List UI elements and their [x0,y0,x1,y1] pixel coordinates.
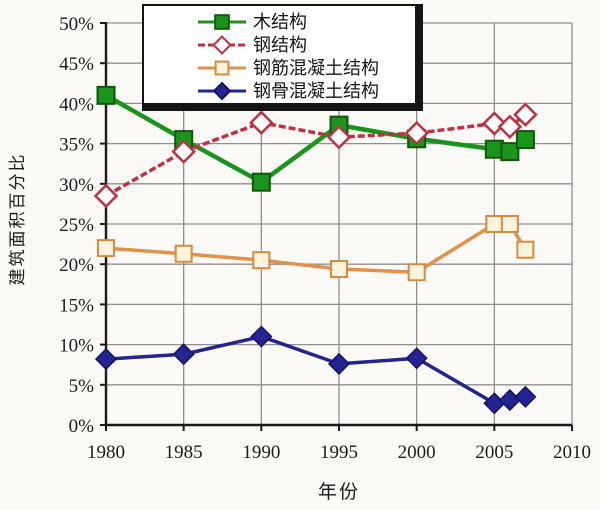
y-tick-label: 45% [59,54,94,75]
y-tick-label: 10% [59,336,94,357]
steel-reinforced-concrete-series-marker-icon [198,81,246,100]
series-steel [93,102,538,209]
x-tick-label: 1980 [87,442,125,463]
x-tick-label: 1985 [165,442,203,463]
legend-label-steel-reinforced-concrete: 钢骨混凝土结构 [253,80,379,101]
y-tick-label: 25% [59,215,94,236]
y-tick-label: 20% [59,255,94,276]
x-tick-label: 2000 [398,442,436,463]
legend-item-steel: 钢结构 [196,33,415,56]
legend-item-steel-reinforced-concrete: 钢骨混凝土结构 [196,79,415,102]
y-tick-label: 35% [59,135,94,156]
y-tick-label: 30% [59,175,94,196]
legend-label-steel: 钢结构 [253,34,307,55]
legend-label-reinforced-concrete: 钢筋混凝土结构 [253,57,379,78]
legend-label-wood: 木结构 [253,11,307,32]
series-reinforced-concrete [97,215,535,282]
legend-item-reinforced-concrete: 钢筋混凝土结构 [196,56,415,79]
axes: 0% 5% 10% 15% 20% 25% 30% 35% 40% 45% 50% 1980 1985 1… [59,14,591,463]
x-tick-label: 2005 [475,442,513,463]
x-tick-label: 2010 [553,442,591,463]
reinforced-concrete-series-marker-icon [198,60,246,75]
wood-series-marker-icon [198,13,246,30]
y-tick-label: 50% [59,14,94,35]
y-tick-label: 40% [59,94,94,115]
y-tick-label: 0% [69,416,95,437]
legend: 木结构 钢结构 钢筋混凝土结构 钢骨混凝土结构 [142,4,423,111]
y-tick-label: 5% [69,376,95,397]
x-axis-title: 年份 [317,482,360,503]
y-tick-label: 15% [59,295,94,316]
legend-item-wood: 木结构 [196,10,415,33]
x-tick-label: 1990 [242,442,280,463]
series-steel-reinforced-concrete [94,325,537,415]
y-axis-title: 建筑面积百分比 [8,152,27,286]
x-tick-label: 1995 [320,442,358,463]
steel-series-marker-icon [198,34,246,55]
